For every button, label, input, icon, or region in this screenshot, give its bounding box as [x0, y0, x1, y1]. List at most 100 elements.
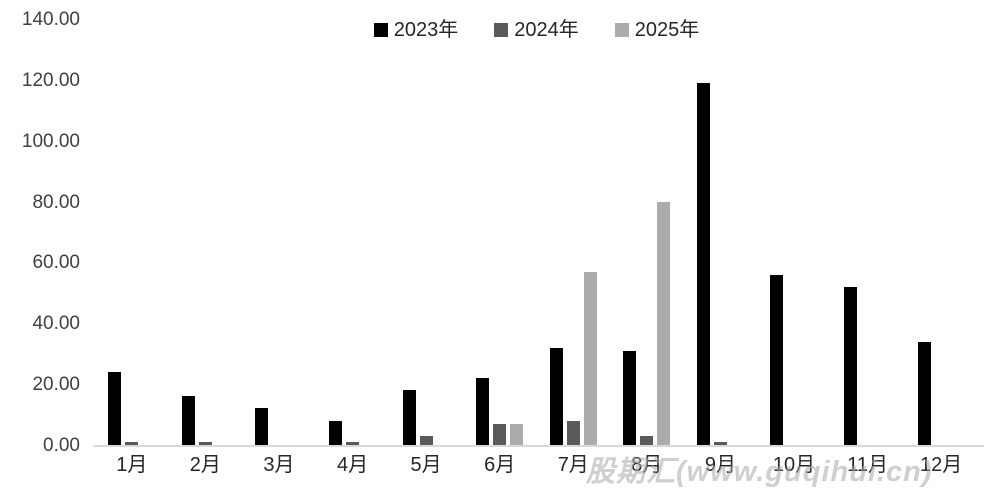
legend-label: 2024年 — [514, 19, 579, 41]
legend-swatch-icon — [494, 23, 509, 37]
bar-2023年-1月 — [108, 372, 122, 445]
bar-slot — [861, 19, 874, 445]
bars-container — [95, 19, 978, 445]
x-tick-label: 1月 — [116, 454, 148, 476]
month-group-12月 — [904, 19, 978, 445]
bar-slot — [476, 19, 490, 445]
bar-slot — [696, 19, 710, 445]
month-group-7月 — [536, 19, 610, 445]
x-tick-label: 7月 — [557, 454, 589, 476]
bar-slot — [770, 19, 784, 445]
bar-2023年-8月 — [623, 351, 637, 445]
bar-slot — [844, 19, 858, 445]
legend-label: 2023年 — [393, 19, 459, 41]
x-tick-label: 6月 — [484, 454, 516, 476]
bar-2023年-11月 — [844, 287, 858, 445]
bar-slot — [402, 19, 416, 445]
month-group-5月 — [389, 19, 463, 445]
bar-slot — [713, 19, 727, 445]
bar-2023年-4月 — [329, 421, 343, 445]
x-tick-label: 2月 — [189, 454, 221, 476]
bar-2023年-2月 — [181, 396, 195, 445]
bar-2024年-1月 — [125, 442, 139, 445]
bar-slot — [108, 19, 122, 445]
x-axis-line — [93, 445, 984, 447]
month-group-3月 — [242, 19, 316, 445]
y-tick-label: 40.00 — [32, 313, 80, 335]
bar-slot — [510, 19, 524, 445]
bar-2023年-12月 — [917, 342, 931, 445]
bar-2023年-10月 — [770, 275, 784, 445]
bar-2024年-7月 — [566, 421, 580, 445]
legend-swatch-icon — [614, 23, 629, 37]
bar-2024年-9月 — [713, 442, 727, 445]
bar-2024年-4月 — [346, 442, 360, 445]
month-group-1月 — [95, 19, 169, 445]
month-group-9月 — [684, 19, 758, 445]
bar-slot — [657, 19, 671, 445]
legend-swatch-icon — [373, 23, 388, 37]
bar-2025年-6月 — [510, 424, 524, 445]
bar-slot — [363, 19, 376, 445]
legend-label: 2025年 — [634, 19, 700, 41]
month-group-2月 — [169, 19, 243, 445]
bar-slot — [289, 19, 302, 445]
bar-2025年-8月 — [657, 202, 671, 445]
legend-item-2024年: 2024年 — [494, 20, 579, 40]
bar-slot — [804, 19, 817, 445]
month-group-11月 — [831, 19, 905, 445]
bar-2023年-5月 — [402, 390, 416, 445]
chart-legend: 2023年 2024年 2025年 — [95, 20, 978, 40]
y-tick-label: 20.00 — [32, 374, 80, 396]
bar-slot — [583, 19, 597, 445]
bar-slot — [549, 19, 563, 445]
y-tick-label: 100.00 — [21, 130, 80, 152]
bar-slot — [917, 19, 931, 445]
bar-2023年-3月 — [255, 408, 269, 445]
bar-slot — [216, 19, 229, 445]
legend-item-2025年: 2025年 — [614, 19, 700, 41]
y-tick-label: 80.00 — [32, 191, 80, 213]
month-group-8月 — [610, 19, 684, 445]
x-tick-label: 12月 — [920, 454, 963, 476]
bar-slot — [255, 19, 269, 445]
x-tick-label: 10月 — [772, 454, 816, 476]
x-tick-label: 3月 — [263, 454, 295, 476]
legend-item-2023年: 2023年 — [373, 19, 459, 41]
x-axis-labels: 1月 2月 3月 4月 5月 6月 7月 8月 9月 10月 11月 12月 — [95, 455, 978, 475]
y-tick-label: 60.00 — [32, 252, 80, 274]
x-tick-label: 5月 — [410, 454, 442, 476]
bar-slot — [198, 19, 212, 445]
bar-slot — [878, 19, 891, 445]
bar-slot — [272, 19, 285, 445]
bar-2023年-6月 — [476, 378, 490, 445]
bar-2025年-7月 — [583, 272, 597, 445]
x-tick-label: 4月 — [336, 454, 369, 476]
bar-slot — [329, 19, 343, 445]
bar-2024年-5月 — [419, 436, 433, 445]
y-tick-label: 120.00 — [21, 69, 80, 91]
bar-slot — [493, 19, 507, 445]
bar-slot — [142, 19, 155, 445]
bar-slot — [125, 19, 139, 445]
bar-slot — [640, 19, 654, 445]
x-tick-label: 8月 — [631, 454, 663, 476]
bar-slot — [346, 19, 360, 445]
bar-slot — [566, 19, 580, 445]
y-tick-label: 140.00 — [21, 9, 80, 30]
bar-slot — [787, 19, 800, 445]
x-tick-label: 11月 — [847, 454, 888, 476]
bar-slot — [935, 19, 948, 445]
month-group-10月 — [757, 19, 831, 445]
month-group-4月 — [316, 19, 390, 445]
x-tick-label: 9月 — [704, 454, 736, 476]
bar-2024年-8月 — [640, 436, 654, 445]
bar-slot — [952, 19, 965, 445]
bar-2023年-7月 — [549, 348, 563, 445]
bar-2024年-6月 — [493, 424, 507, 445]
y-tick-label: 0.00 — [43, 435, 80, 456]
bar-2024年-2月 — [198, 442, 212, 445]
bar-slot — [419, 19, 433, 445]
bar-2023年-9月 — [696, 83, 710, 445]
